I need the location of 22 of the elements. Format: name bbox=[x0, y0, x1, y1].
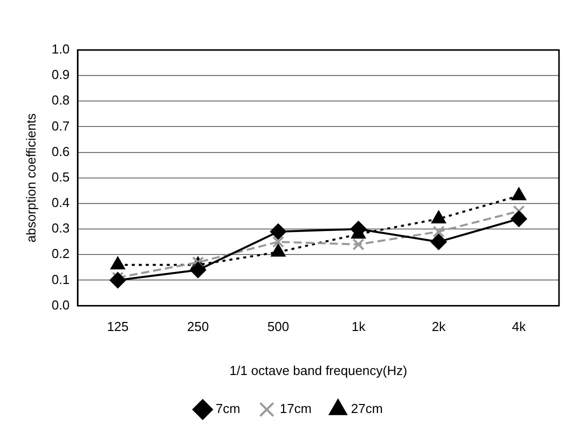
legend-label: 7cm bbox=[216, 401, 240, 416]
y-tick-label: 0.7 bbox=[52, 118, 70, 134]
y-tick-label: 0.4 bbox=[52, 195, 70, 210]
x-tick-label: 500 bbox=[267, 319, 290, 334]
x-axis-title: 1/1 octave band frequency(Hz) bbox=[229, 362, 408, 378]
y-tick-label: 0.2 bbox=[52, 246, 70, 262]
y-tick-label: 1.0 bbox=[52, 42, 70, 57]
x-tick-label: 125 bbox=[106, 319, 129, 334]
y-axis-title: absorption coefficients bbox=[23, 112, 38, 242]
x-tick-label: 2k bbox=[432, 319, 446, 334]
x-tick-label: 1k bbox=[352, 319, 366, 334]
y-tick-label: 0.0 bbox=[52, 297, 70, 312]
x-tick-label: 250 bbox=[187, 319, 209, 334]
y-tick-label: 0.1 bbox=[52, 272, 70, 287]
x-tick-label: 4k bbox=[512, 319, 526, 334]
y-tick-label: 0.9 bbox=[52, 67, 70, 82]
y-tick-label: 0.6 bbox=[52, 144, 70, 159]
y-tick-label: 0.5 bbox=[52, 169, 70, 184]
legend-label: 17cm bbox=[280, 401, 312, 416]
y-tick-label: 0.3 bbox=[52, 220, 70, 236]
legend-label: 27cm bbox=[351, 401, 383, 416]
y-tick-label: 0.8 bbox=[52, 92, 70, 108]
